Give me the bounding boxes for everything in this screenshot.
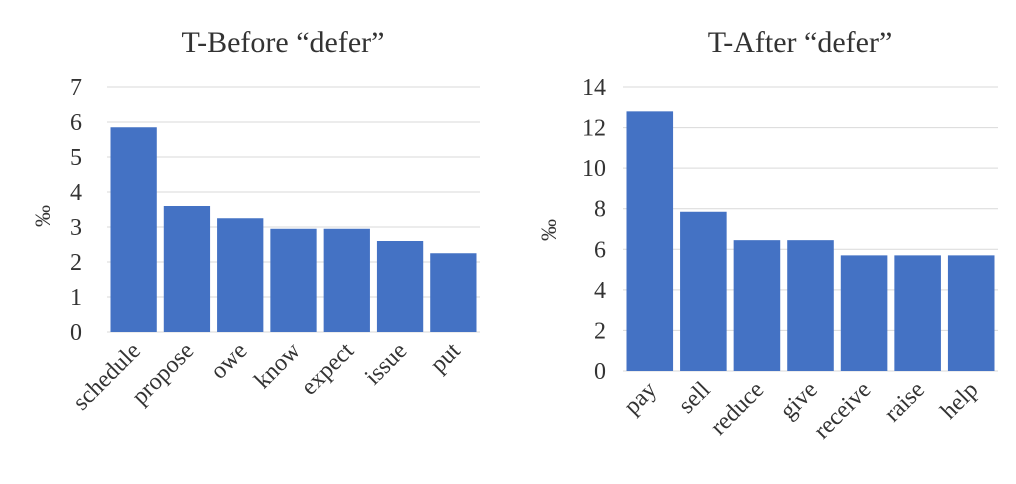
bar-propose [163,206,211,332]
chart-after-defer-svg: T-After “defer” ‰ 0 2 4 6 8 10 12 14 pay sellredu… [536,26,998,444]
y-tick-label: 7 [70,75,82,101]
bar-expect [323,228,370,332]
x-tick-label: issue [360,338,412,390]
x-tick-label: reduce [706,377,770,441]
y-tick-label: 6 [70,110,82,136]
x-tick-label: put [426,338,466,378]
y-tick-label: 8 [594,197,606,223]
chart-before-defer-svg: T-Before “defer” ‰ 01234567schedulepropo… [30,26,480,416]
y-tick-label: 1 [70,285,82,311]
bar-schedule [110,127,157,332]
y-tick-label: 0 [70,320,82,346]
x-tick-label: owe [206,338,253,385]
y-tick-label: 3 [70,215,82,241]
chart-title: T-After “defer” [708,26,893,59]
x-tick-label: help [936,377,984,425]
y-axis-label: ‰ [536,219,561,241]
bar-know [270,228,317,332]
x-tick-label: receive [809,377,876,444]
x-tick-label: expect [296,338,359,401]
bar-issue [376,241,424,332]
y-tick-label: 6 [594,237,606,263]
x-tick-label: schedule [68,338,146,416]
bar-reduce [733,240,781,371]
bar-put [430,253,477,332]
bar-help [947,255,995,371]
bar-owe [217,218,264,332]
y-tick-label: 4 [594,278,606,304]
y-tick-label: 4 [70,180,82,206]
x-tick-label: know [250,337,307,394]
bar-pay [626,111,674,371]
y-tick-label: 14 [582,75,606,101]
y-tick-label: 10 [582,156,606,182]
bar-raise [894,255,941,371]
chart-after-defer: T-After “defer” ‰ 0 2 4 6 8 10 12 14 pay sell redu… [508,0,1016,484]
y-tick-label: 12 [582,116,606,142]
x-tick-label: raise [879,377,929,427]
bar-sell [680,211,727,371]
x-tick-label: pay [619,377,662,420]
chart-before-defer: T-Before “defer” ‰ 0 1 2 3 4 5 6 7 schedule propo… [30,26,480,416]
y-tick-label: 2 [70,250,82,276]
y-tick-label: 0 [594,359,606,385]
y-tick-label: 2 [594,318,606,344]
y-tick-label: 5 [70,145,82,171]
x-tick-label: give [775,377,823,425]
bar-give [787,240,834,371]
bar-receive [840,255,888,371]
y-axis-label: ‰ [30,205,55,227]
x-tick-label: sell [674,377,716,419]
chart-title: T-Before “defer” [182,26,385,59]
